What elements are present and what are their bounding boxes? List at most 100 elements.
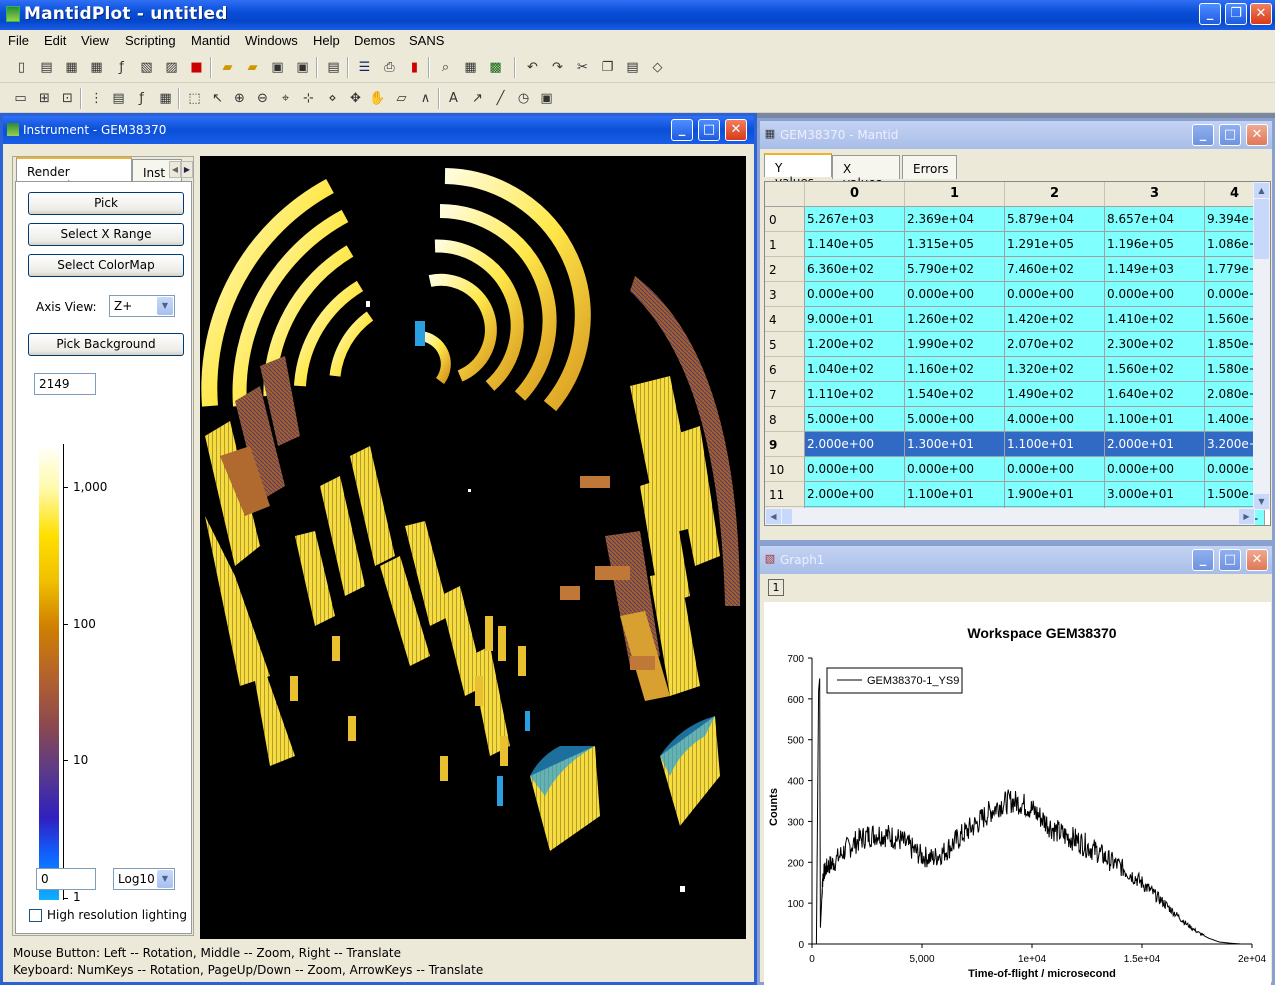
scroll-thumb[interactable] <box>782 509 792 524</box>
row-header[interactable]: 1 <box>765 232 805 257</box>
table-cell[interactable]: 8.657e+04 <box>1105 207 1205 232</box>
table-cell[interactable]: 0.000e+00 <box>1005 457 1105 482</box>
table-close-button[interactable]: ✕ <box>1246 124 1268 146</box>
table-cell[interactable]: 2.300e+02 <box>1105 332 1205 357</box>
row-header[interactable]: 3 <box>765 282 805 307</box>
row-header[interactable]: 7 <box>765 382 805 407</box>
add-function-icon[interactable]: ▤ <box>110 90 127 107</box>
table-row[interactable]: 6 1.040e+02 1.160e+02 1.320e+02 1.560e+02 1.5… <box>765 357 1271 382</box>
table-cell[interactable]: 1.149e+03 <box>1105 257 1205 282</box>
menu-view[interactable]: View <box>81 33 109 48</box>
table-cell[interactable]: 3.000e+01 <box>1105 482 1205 507</box>
table-horizontal-scrollbar[interactable]: ◀ ▶ <box>765 508 1255 525</box>
menu-demos[interactable]: Demos <box>354 33 395 48</box>
redo-icon[interactable]: ↷ <box>549 59 566 76</box>
menu-sans[interactable]: SANS <box>409 33 444 48</box>
table-cell[interactable]: 2.000e+01 <box>1105 432 1205 457</box>
data-reader-icon[interactable]: ⊹ <box>300 90 317 107</box>
table-cell[interactable]: 0.000e+00 <box>805 282 905 307</box>
row-header[interactable]: 11 <box>765 482 805 507</box>
new-note-icon[interactable]: ▤ <box>38 59 55 76</box>
table-row[interactable]: 11 2.000e+00 1.100e+01 1.900e+01 3.000e+01 1.… <box>765 482 1271 507</box>
table-cell[interactable]: 1.990e+02 <box>905 332 1005 357</box>
open-project-icon[interactable]: ▰ <box>219 59 236 76</box>
table-row[interactable]: 8 5.000e+00 5.000e+00 4.000e+00 1.100e+01 1.4… <box>765 407 1271 432</box>
find-icon[interactable]: ⌕ <box>437 59 454 76</box>
colormap-min-input[interactable]: 0 <box>36 868 96 890</box>
table-cell[interactable]: 0.000e+00 <box>1105 282 1205 307</box>
table-cell[interactable]: 4.000e+00 <box>1005 407 1105 432</box>
add-error-bars-icon[interactable]: ⋮ <box>88 90 105 107</box>
table-row[interactable]: 5 1.200e+02 1.990e+02 2.070e+02 2.300e+02 1.8… <box>765 332 1271 357</box>
new-function-icon[interactable]: ƒ <box>113 59 130 76</box>
column-header[interactable]: 1 <box>905 182 1005 207</box>
add-line-icon[interactable]: ╱ <box>492 90 509 107</box>
table-cell[interactable]: 1.490e+02 <box>1005 382 1105 407</box>
save-as-icon[interactable]: ▣ <box>294 59 311 76</box>
scroll-down-icon[interactable]: ▼ <box>1254 494 1269 509</box>
select-x-range-button[interactable]: Select X Range <box>28 223 184 246</box>
table-cell[interactable]: 0.000e+00 <box>1005 282 1105 307</box>
table-cell[interactable]: 5.879e+04 <box>1005 207 1105 232</box>
row-header[interactable]: 9 <box>765 432 805 457</box>
table-cell[interactable]: 1.560e+02 <box>1105 357 1205 382</box>
paste-icon[interactable]: ▤ <box>624 59 641 76</box>
graph-close-button[interactable]: ✕ <box>1246 549 1268 571</box>
graph-minimize-button[interactable]: _ <box>1192 549 1214 571</box>
print-icon[interactable]: ⎙ <box>381 59 398 76</box>
menu-mantid[interactable]: Mantid <box>191 33 230 48</box>
open-pdf-icon[interactable]: ■ <box>188 59 205 76</box>
new-project-icon[interactable]: ▯ <box>13 59 30 76</box>
menu-help[interactable]: Help <box>313 33 340 48</box>
table-cell[interactable]: 1.291e+05 <box>1005 232 1105 257</box>
menu-edit[interactable]: Edit <box>44 33 66 48</box>
tab-render-controls[interactable]: Render Controls <box>16 157 132 181</box>
drag-curve-icon[interactable]: ✋ <box>369 90 386 107</box>
minimize-button[interactable]: _ <box>1199 3 1221 25</box>
table-maximize-button[interactable]: □ <box>1219 124 1241 146</box>
table-cell[interactable]: 7.460e+02 <box>1005 257 1105 282</box>
table-cell[interactable]: 1.200e+02 <box>805 332 905 357</box>
graph-window-titlebar[interactable]: ▧ Graph1 _ □ ✕ <box>760 546 1272 574</box>
table-cell[interactable]: 1.110e+02 <box>805 382 905 407</box>
table-cell[interactable]: 1.410e+02 <box>1105 307 1205 332</box>
table-minimize-button[interactable]: _ <box>1192 124 1214 146</box>
table-cell[interactable]: 2.369e+04 <box>905 207 1005 232</box>
table-cell[interactable]: 0.000e+00 <box>905 282 1005 307</box>
zoom-select-icon[interactable]: ⬚ <box>186 90 203 107</box>
table-cell[interactable]: 5.000e+00 <box>805 407 905 432</box>
table-row[interactable]: 4 9.000e+01 1.260e+02 1.420e+02 1.410e+02 1.5… <box>765 307 1271 332</box>
table-icon[interactable]: ▦ <box>462 59 479 76</box>
clear-icon[interactable]: ◇ <box>649 59 666 76</box>
scale-type-select[interactable]: Log10 ▼ <box>113 868 175 890</box>
tab-x-values[interactable]: X values <box>832 155 900 179</box>
row-header[interactable]: 2 <box>765 257 805 282</box>
legend[interactable]: GEM38370-1_YS9 <box>827 668 962 693</box>
menu-file[interactable]: File <box>8 33 29 48</box>
table-cell[interactable]: 9.000e+01 <box>805 307 905 332</box>
scroll-thumb[interactable] <box>1254 199 1269 259</box>
table-cell[interactable]: 5.267e+03 <box>805 207 905 232</box>
table-cell[interactable]: 1.320e+02 <box>1005 357 1105 382</box>
remove-bad-points-icon[interactable]: ▱ <box>393 90 410 107</box>
high-res-checkbox[interactable] <box>29 909 42 922</box>
instrument-window-titlebar[interactable]: Instrument - GEM38370 _ □ ✕ <box>3 116 754 144</box>
row-header[interactable]: 5 <box>765 332 805 357</box>
add-text-icon[interactable]: ƒ <box>133 90 150 107</box>
restore-button[interactable]: ❐ <box>1225 3 1247 25</box>
table-cell[interactable]: 0.000e+00 <box>805 457 905 482</box>
row-header[interactable]: 8 <box>765 407 805 432</box>
row-header[interactable]: 6 <box>765 357 805 382</box>
axis-view-select[interactable]: Z+ ▼ <box>109 295 175 317</box>
table-cell[interactable]: 0.000e+00 <box>1105 457 1205 482</box>
add-remove-curve-icon[interactable]: ▦ <box>157 90 174 107</box>
table-vertical-scrollbar[interactable]: ▲ ▼ <box>1253 182 1270 510</box>
save-project-icon[interactable]: ▣ <box>269 59 286 76</box>
tab-errors[interactable]: Errors <box>902 155 957 179</box>
add-arrow-icon[interactable]: ↗ <box>469 90 486 107</box>
column-header[interactable]: 0 <box>805 182 905 207</box>
menu-scripting[interactable]: Scripting <box>125 33 176 48</box>
copy-icon[interactable]: ❐ <box>599 59 616 76</box>
zoom-out-icon[interactable]: ⊖ <box>254 90 271 107</box>
instrument-minimize-button[interactable]: _ <box>671 119 693 141</box>
